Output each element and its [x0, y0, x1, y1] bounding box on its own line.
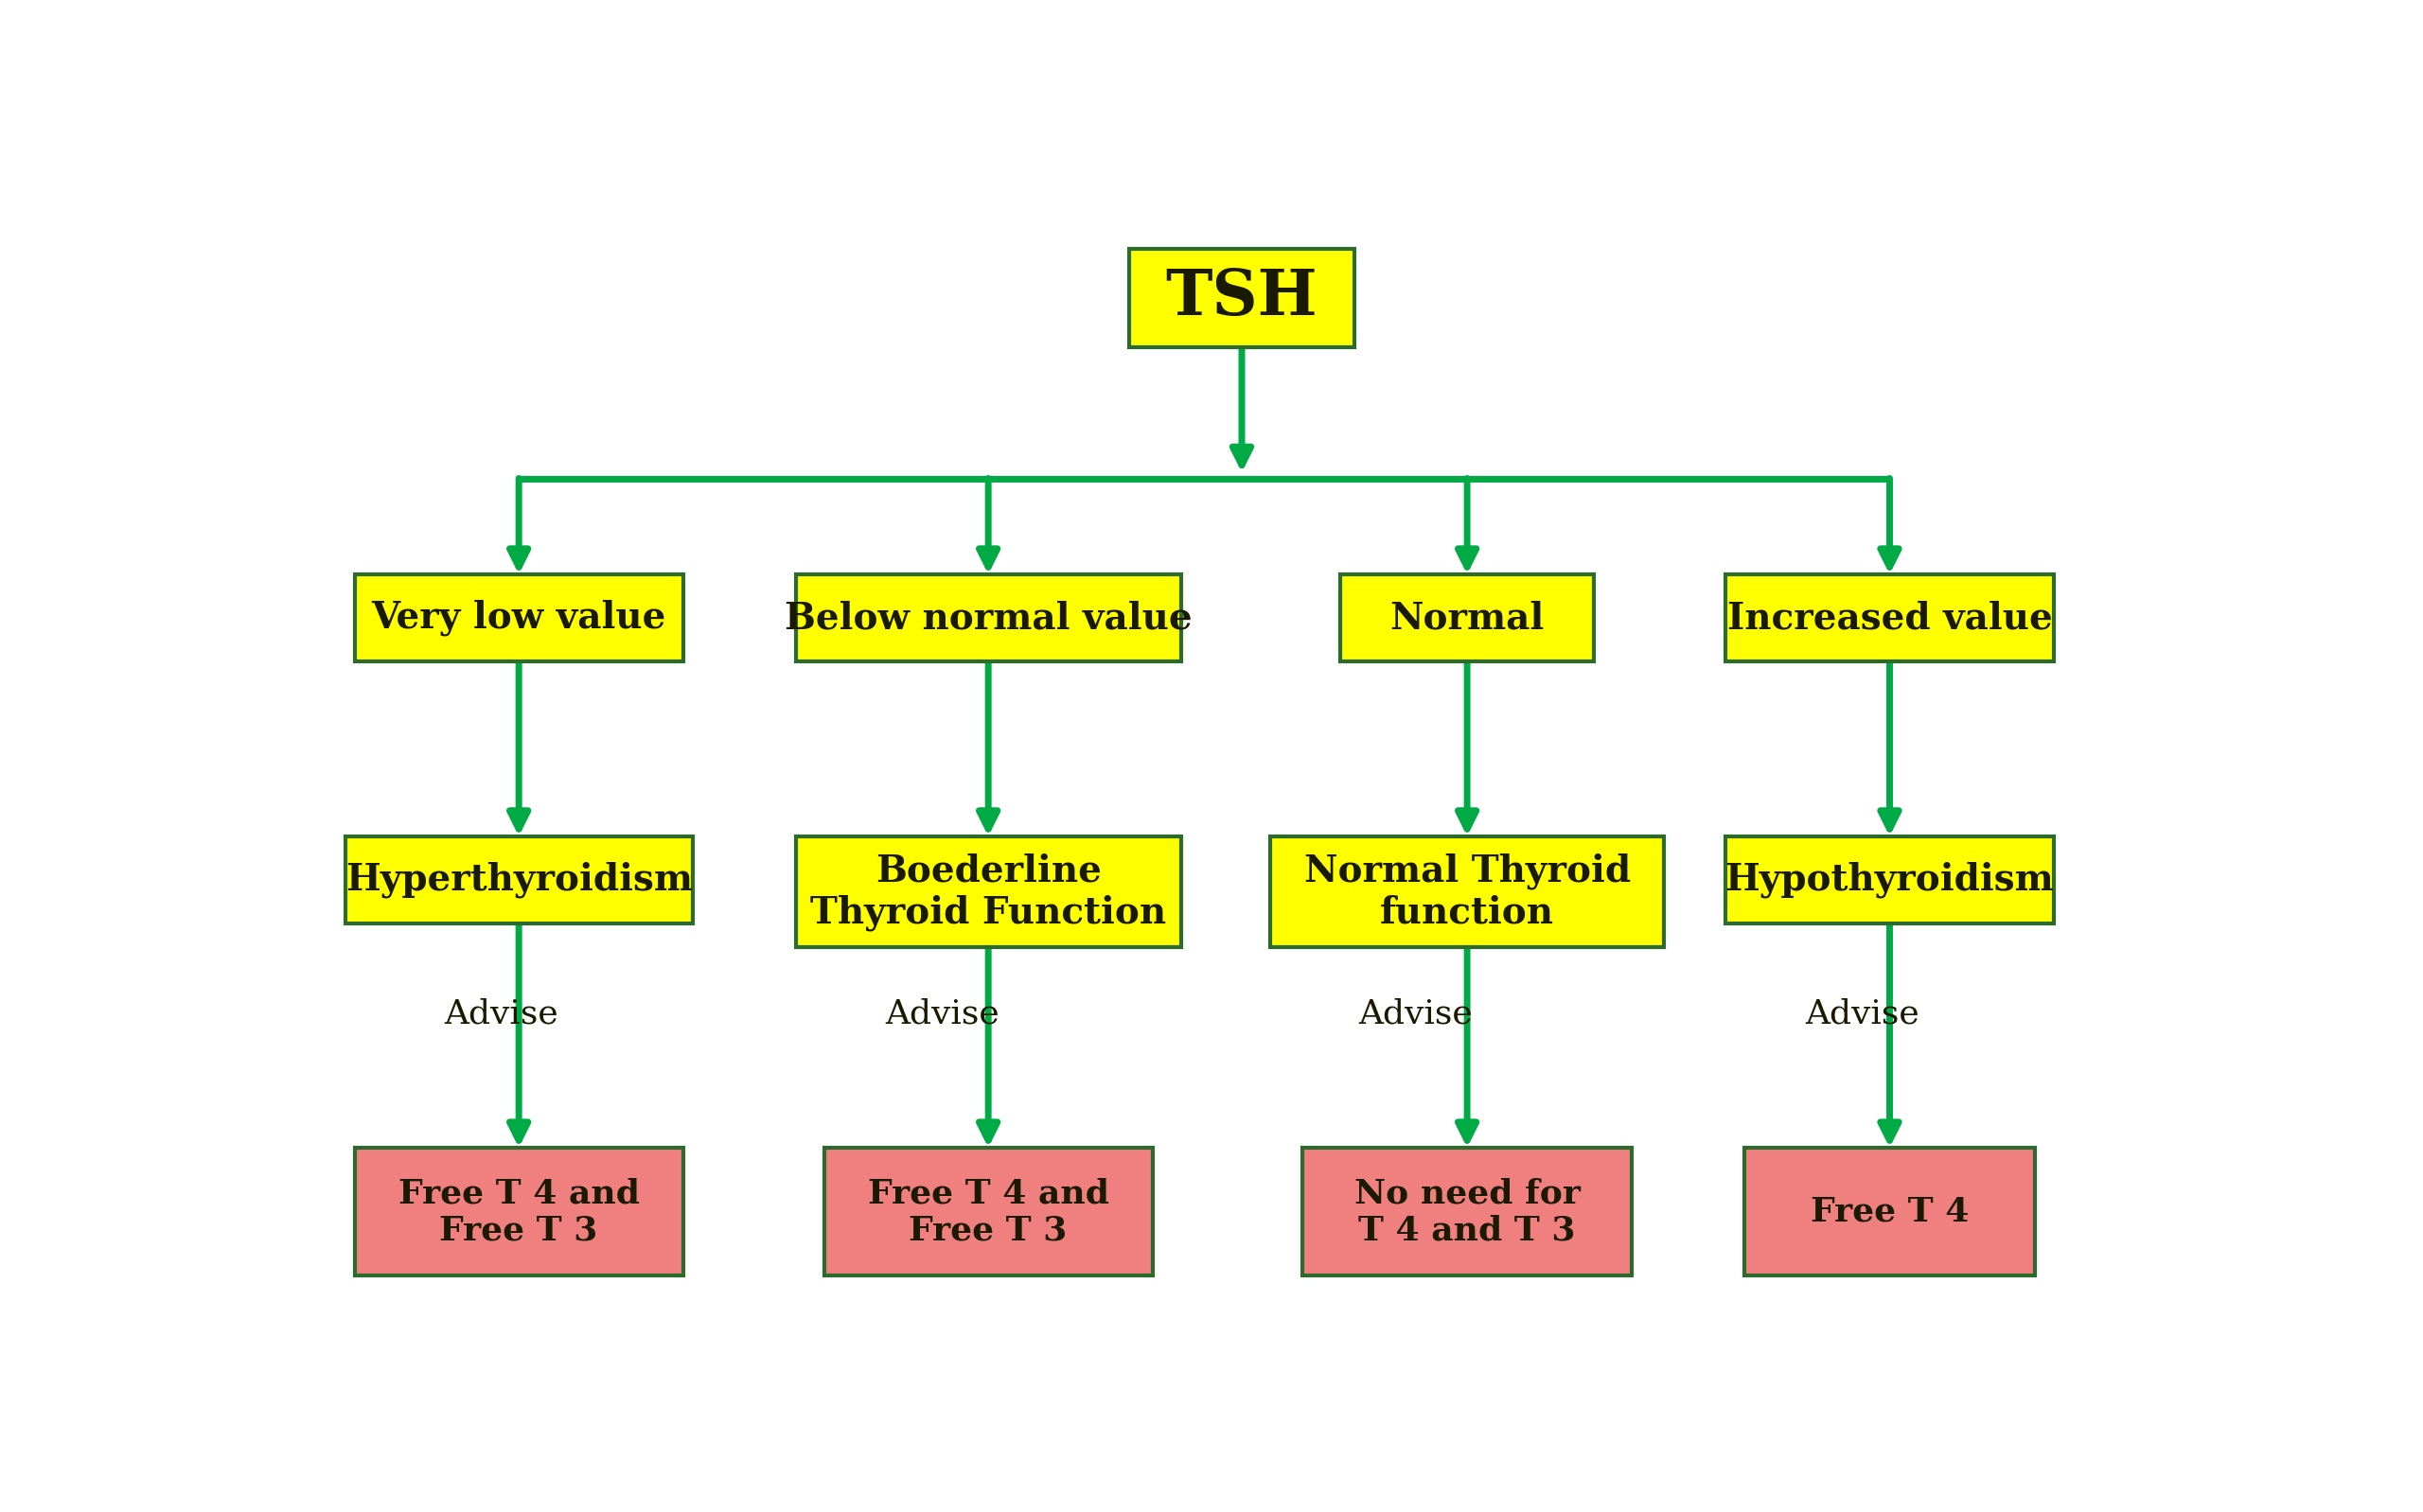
Text: Free T 4 and
Free T 3: Free T 4 and Free T 3 — [867, 1176, 1110, 1246]
FancyBboxPatch shape — [795, 836, 1180, 947]
Text: Increased value: Increased value — [1728, 600, 2052, 637]
Text: Hypothyroidism: Hypothyroidism — [1725, 862, 2055, 898]
FancyBboxPatch shape — [824, 1148, 1153, 1276]
FancyBboxPatch shape — [795, 575, 1180, 662]
Text: Advise: Advise — [443, 998, 557, 1030]
FancyBboxPatch shape — [1129, 248, 1354, 348]
Text: Advise: Advise — [1359, 998, 1473, 1030]
Text: TSH: TSH — [1165, 268, 1318, 328]
FancyBboxPatch shape — [1340, 575, 1594, 662]
Text: Advise: Advise — [1805, 998, 1919, 1030]
FancyBboxPatch shape — [1725, 575, 2055, 662]
Text: Below normal value: Below normal value — [785, 600, 1192, 637]
Text: Very low value: Very low value — [371, 600, 666, 637]
Text: Free T 4: Free T 4 — [1810, 1196, 1970, 1228]
FancyBboxPatch shape — [354, 575, 683, 662]
Text: Advise: Advise — [884, 998, 998, 1030]
Text: No need for
T 4 and T 3: No need for T 4 and T 3 — [1354, 1176, 1580, 1246]
Text: Normal: Normal — [1391, 600, 1543, 637]
FancyBboxPatch shape — [1270, 836, 1665, 947]
Text: Hyperthyroidism: Hyperthyroidism — [344, 862, 693, 898]
Text: Free T 4 and
Free T 3: Free T 4 and Free T 3 — [397, 1176, 640, 1246]
Text: Boederline
Thyroid Function: Boederline Thyroid Function — [809, 853, 1165, 931]
FancyBboxPatch shape — [1725, 836, 2055, 924]
FancyBboxPatch shape — [1745, 1148, 2035, 1276]
Text: Normal Thyroid
function: Normal Thyroid function — [1304, 853, 1631, 931]
FancyBboxPatch shape — [1304, 1148, 1631, 1276]
FancyBboxPatch shape — [354, 1148, 683, 1276]
FancyBboxPatch shape — [344, 836, 693, 924]
